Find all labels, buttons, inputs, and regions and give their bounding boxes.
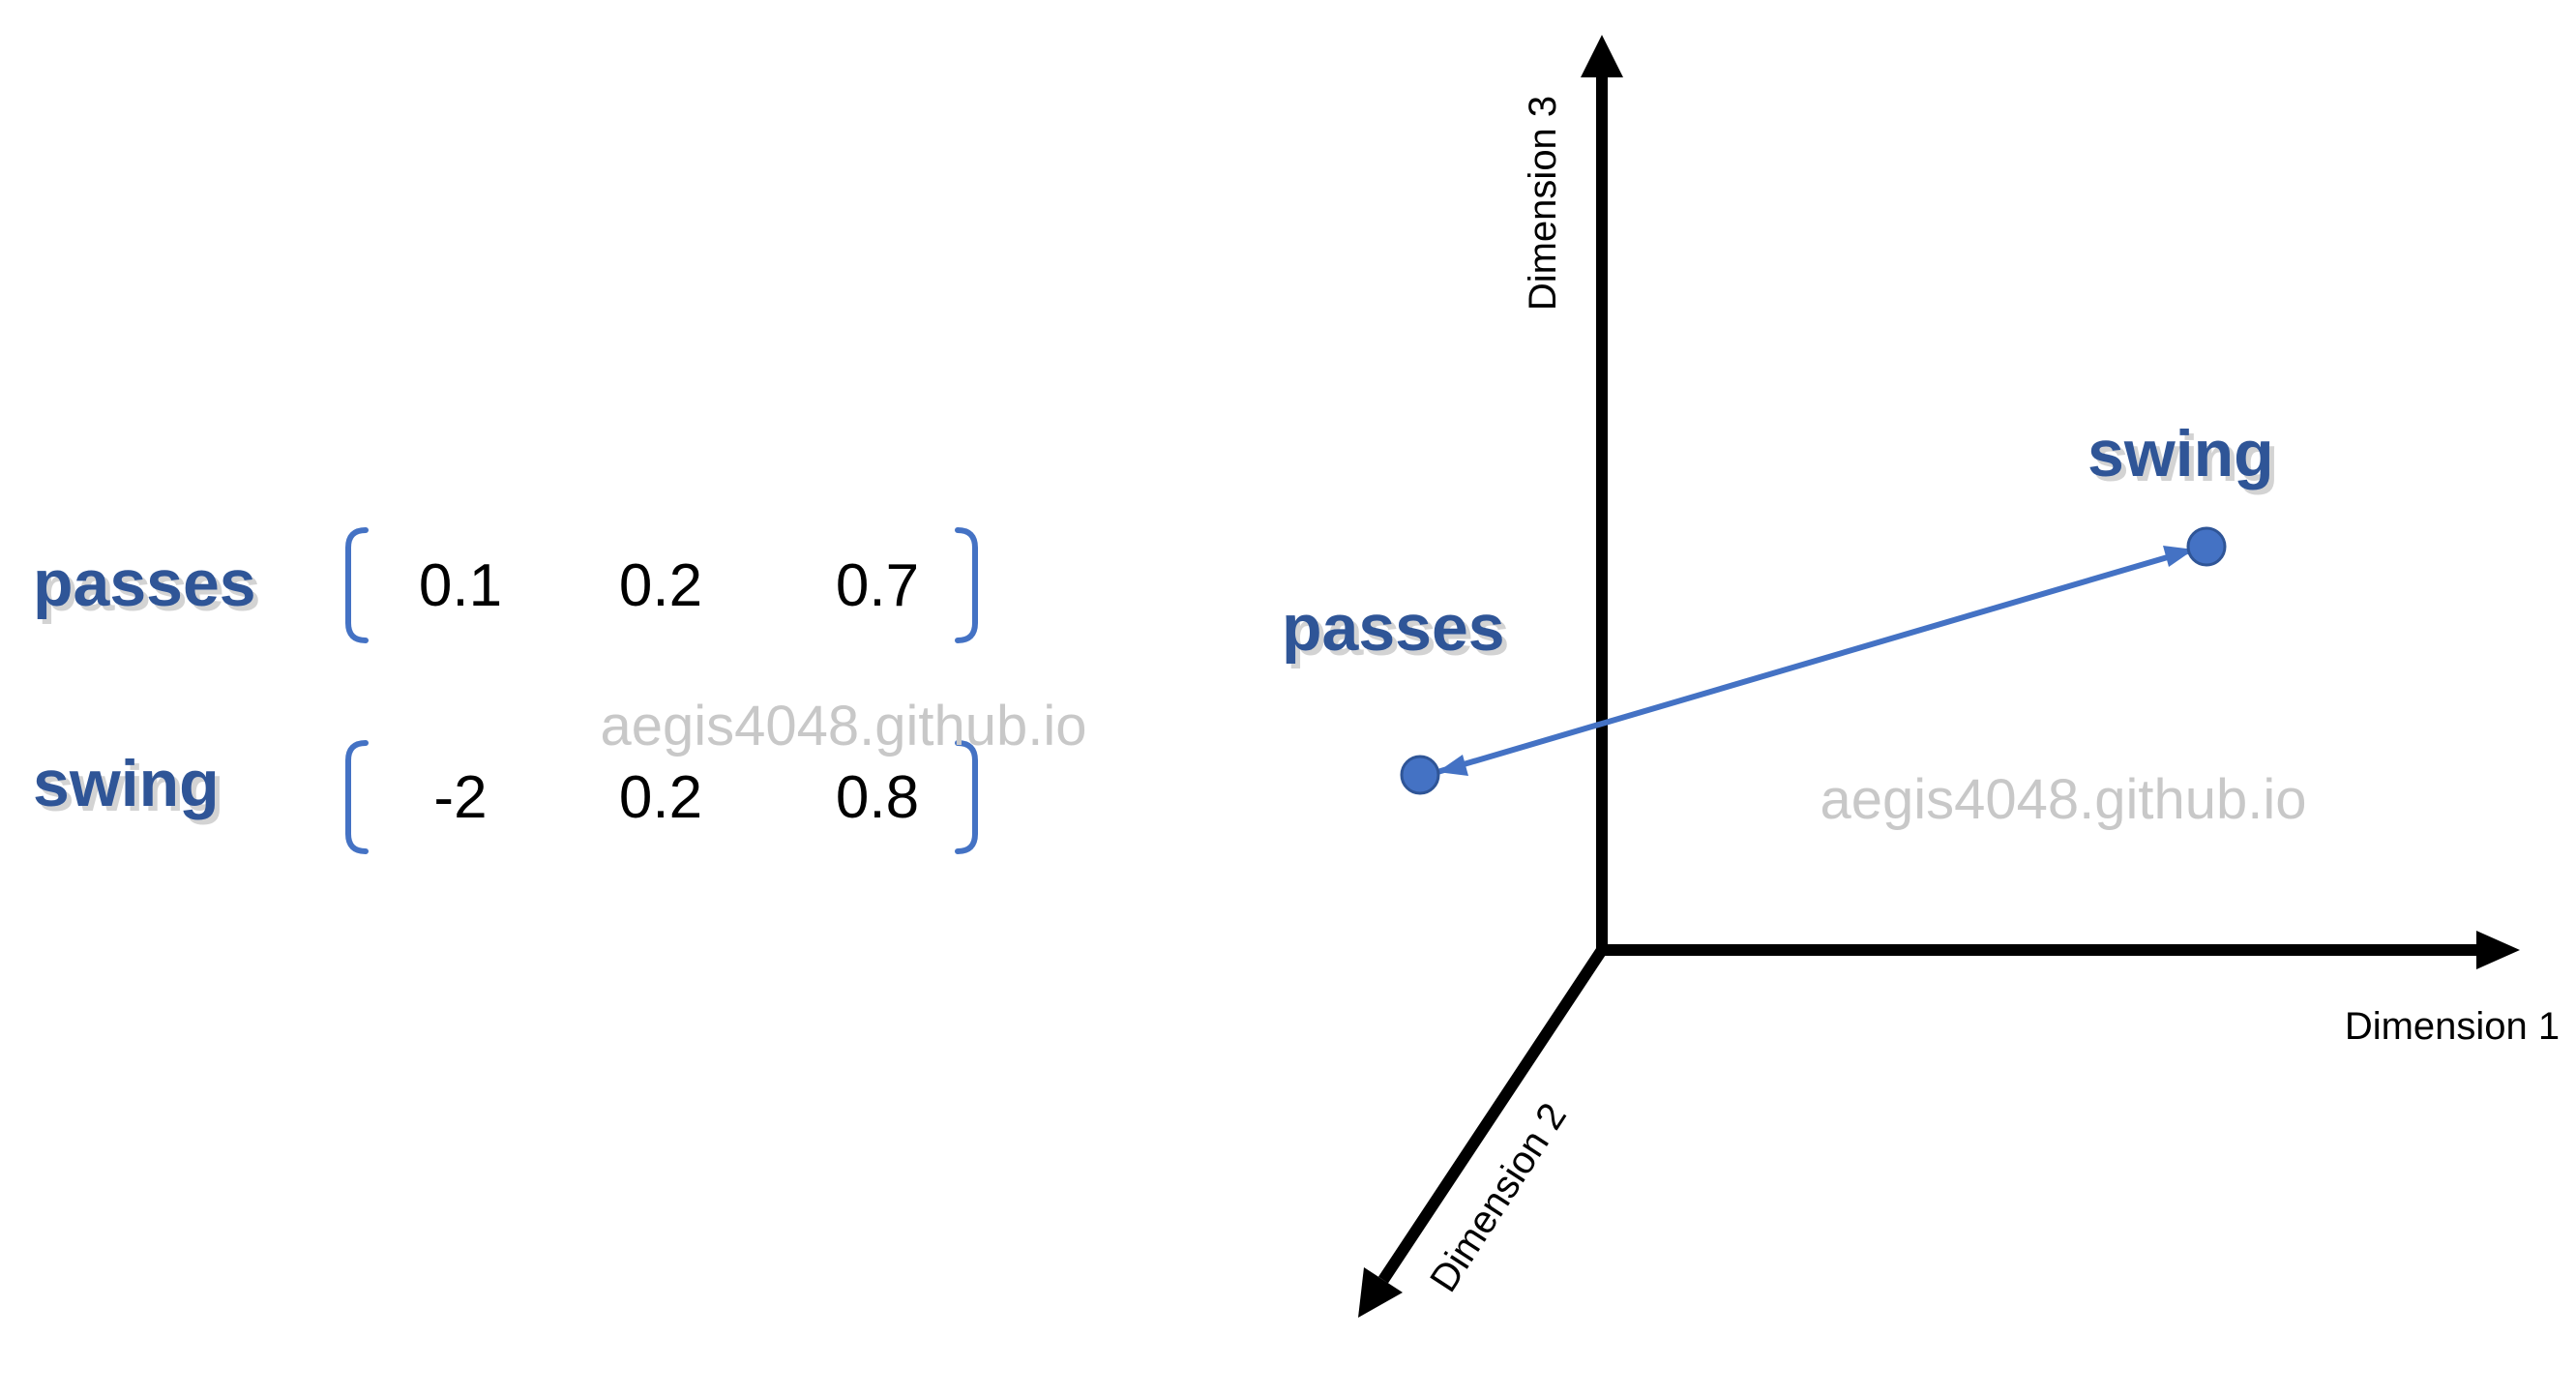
vector-value: 0.7 (836, 552, 919, 619)
axis-label-dimension-1: Dimension 1 (2345, 1005, 2560, 1048)
right-bracket (955, 740, 978, 854)
vector-value: 0.2 (619, 764, 702, 831)
vector-value: 0.1 (419, 552, 502, 619)
axis-label-dimension-3: Dimension 3 (1522, 96, 1564, 311)
right-bracket (955, 527, 978, 643)
axis-dimension-3-arrowhead (1581, 35, 1623, 77)
left-bracket (345, 740, 369, 854)
word-points: passes passes swing swing (1282, 417, 2279, 795)
left-bracket (345, 527, 369, 643)
point-label-shadow: passes (1287, 596, 1510, 669)
vector-table: passes passes 0.1 0.2 0.7 swing swing -2… (33, 527, 1087, 854)
point-label-passes: passes (1282, 591, 1505, 665)
row-label-shadow: passes (38, 551, 261, 625)
axis-dimension-2 (1377, 946, 1608, 1284)
point-label-swing: swing (2087, 417, 2274, 490)
axes-3d: Dimension 3 Dimension 1 Dimension 2 (1358, 35, 2560, 1318)
distance-arrowhead-swing (2163, 546, 2194, 567)
point-swing (2186, 526, 2227, 567)
point-label-shadow: swing (2092, 422, 2279, 495)
vector-row-passes: passes passes 0.1 0.2 0.7 (33, 527, 978, 643)
watermark-right: aegis4048.github.io (1820, 768, 2306, 831)
watermark-left: aegis4048.github.io (600, 695, 1086, 757)
row-label-shadow: swing (38, 752, 224, 825)
vector-value: 0.2 (619, 552, 702, 619)
distance-arrowhead-passes (1437, 755, 1468, 776)
vector-value: 0.8 (836, 764, 919, 831)
point-passes (1400, 755, 1440, 795)
vector-value: -2 (433, 764, 487, 831)
row-label-swing: swing (33, 747, 220, 820)
row-label-passes: passes (33, 547, 256, 620)
vector-row-swing: swing swing -2 0.2 0.8 (33, 740, 978, 854)
axis-label-dimension-2: Dimension 2 (1422, 1096, 1575, 1299)
distance-line (1436, 547, 2195, 775)
axis-dimension-2-arrowhead (1358, 1267, 1403, 1318)
axis-dimension-1-arrowhead (2476, 931, 2520, 969)
